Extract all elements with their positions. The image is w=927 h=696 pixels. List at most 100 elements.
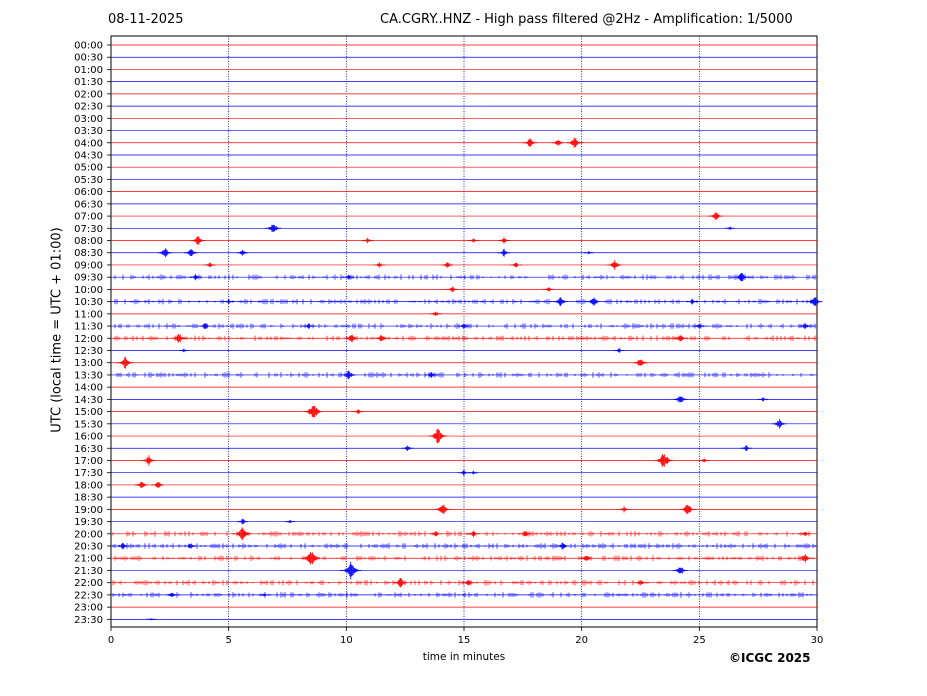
seismic-event: [634, 580, 647, 586]
date-label: 08-11-2025: [108, 12, 184, 27]
y-tick-label: 03:00: [74, 114, 103, 125]
y-tick-label: 16:00: [74, 432, 103, 443]
seismic-event: [583, 251, 594, 255]
seismic-event: [740, 445, 753, 452]
seismic-event: [673, 335, 687, 342]
y-tick-label: 08:30: [74, 248, 103, 259]
seismic-event: [434, 504, 451, 514]
y-tick-label: 21:00: [74, 554, 103, 565]
y-tick-label: 11:30: [74, 322, 103, 333]
seismic-event: [223, 299, 234, 304]
y-tick-label: 02:30: [74, 102, 103, 113]
seismic-event: [686, 298, 699, 305]
y-tick-label: 06:00: [74, 187, 103, 198]
seismic-event: [179, 348, 189, 353]
noise-trace: [114, 323, 816, 329]
seismic-event: [146, 618, 156, 621]
y-tick-label: 21:30: [74, 566, 103, 577]
seismic-event: [698, 458, 710, 463]
seismic-event: [654, 454, 673, 467]
seismic-event: [151, 482, 164, 488]
noise-trace: [112, 592, 812, 598]
y-tick-label: 13:00: [74, 358, 103, 369]
seismic-event: [184, 249, 198, 256]
seismic-event: [799, 323, 811, 329]
seismic-event: [341, 370, 356, 380]
seismic-event: [771, 419, 787, 429]
seismic-event: [116, 356, 133, 369]
seismic-event: [498, 237, 510, 244]
seismic-event: [457, 323, 470, 329]
seismic-event: [633, 359, 648, 366]
seismic-event: [259, 593, 269, 597]
seismic-event: [393, 577, 408, 588]
seismic-event: [522, 138, 537, 148]
seismic-event: [613, 348, 625, 353]
seismic-event: [519, 531, 531, 537]
seismic-event: [556, 542, 569, 550]
seismic-event: [607, 259, 622, 270]
y-tick-label: 11:00: [74, 309, 103, 320]
y-tick-label: 18:00: [74, 480, 103, 491]
seismic-event: [134, 481, 148, 488]
seismic-event: [586, 297, 600, 306]
seismic-event: [458, 469, 470, 476]
y-tick-label: 13:30: [74, 370, 103, 381]
seismic-event: [361, 237, 374, 244]
seismic-event: [373, 262, 386, 268]
x-tick-label: 30: [811, 635, 824, 646]
seismic-event: [189, 274, 201, 281]
seismic-event: [171, 334, 187, 343]
seismic-event: [157, 248, 172, 258]
y-tick-label: 20:00: [74, 529, 103, 540]
y-tick-label: 15:30: [74, 419, 103, 430]
y-tick-label: 02:00: [74, 89, 103, 100]
y-tick-label: 15:00: [74, 407, 103, 418]
y-tick-label: 17:00: [74, 456, 103, 467]
seismic-event: [401, 445, 414, 451]
y-tick-label: 12:00: [74, 334, 103, 345]
noise-trace: [112, 531, 810, 537]
y-tick-label: 14:00: [74, 383, 103, 394]
seismic-event: [116, 542, 129, 550]
y-tick-label: 00:00: [74, 41, 103, 52]
seismic-event: [510, 262, 522, 268]
y-tick-label: 12:30: [74, 346, 103, 357]
seismic-event: [340, 561, 361, 580]
x-tick-label: 15: [458, 635, 471, 646]
y-tick-label: 04:30: [74, 150, 103, 161]
seismic-event: [553, 297, 568, 307]
seismic-event: [198, 323, 211, 329]
seismic-event: [497, 248, 510, 257]
seismic-event: [352, 409, 364, 414]
y-tick-label: 18:30: [74, 493, 103, 504]
y-tick-label: 22:30: [74, 590, 103, 601]
seismic-event: [284, 520, 295, 523]
seismic-event: [446, 286, 458, 292]
seismic-event: [430, 311, 442, 316]
seismic-event: [467, 530, 480, 538]
y-tick-label: 09:00: [74, 260, 103, 271]
x-axis-label: time in minutes: [422, 651, 506, 663]
y-tick-label: 20:30: [74, 542, 103, 553]
y-tick-label: 05:00: [74, 163, 103, 174]
seismic-event: [806, 297, 823, 306]
y-tick-label: 17:30: [74, 468, 103, 479]
copyright-label: ©ICGC 2025: [729, 651, 811, 665]
y-tick-label: 06:30: [74, 199, 103, 210]
seismic-event: [236, 249, 249, 256]
y-tick-label: 09:30: [74, 273, 103, 284]
seismic-event: [468, 470, 479, 475]
y-tick-label: 07:00: [74, 212, 103, 223]
y-tick-label: 03:30: [74, 126, 103, 137]
noise-trace: [112, 579, 814, 586]
noise-trace: [116, 372, 814, 378]
seismic-event: [797, 554, 813, 563]
seismic-event: [430, 531, 442, 537]
y-tick-label: 07:30: [74, 224, 103, 235]
y-tick-label: 16:30: [74, 444, 103, 455]
seismic-event: [265, 224, 282, 232]
seismic-event: [693, 323, 706, 329]
y-tick-label: 04:00: [74, 138, 103, 149]
